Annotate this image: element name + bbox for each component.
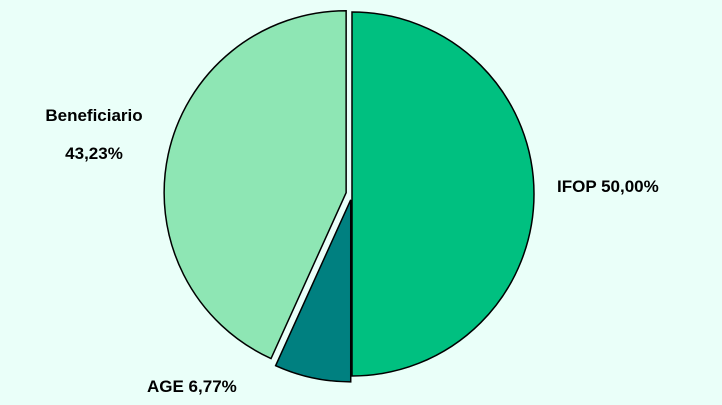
slice-age — [274, 199, 352, 383]
pie-slices — [163, 9, 535, 383]
slice-ifop — [351, 11, 535, 377]
label-beneficiario-name: Beneficiario — [45, 106, 142, 125]
label-beneficiario-value: 43,23% — [65, 144, 123, 163]
label-age: AGE 6,77% — [147, 377, 237, 396]
label-ifop: IFOP 50,00% — [557, 177, 659, 196]
slice-beneficiario — [163, 9, 347, 360]
